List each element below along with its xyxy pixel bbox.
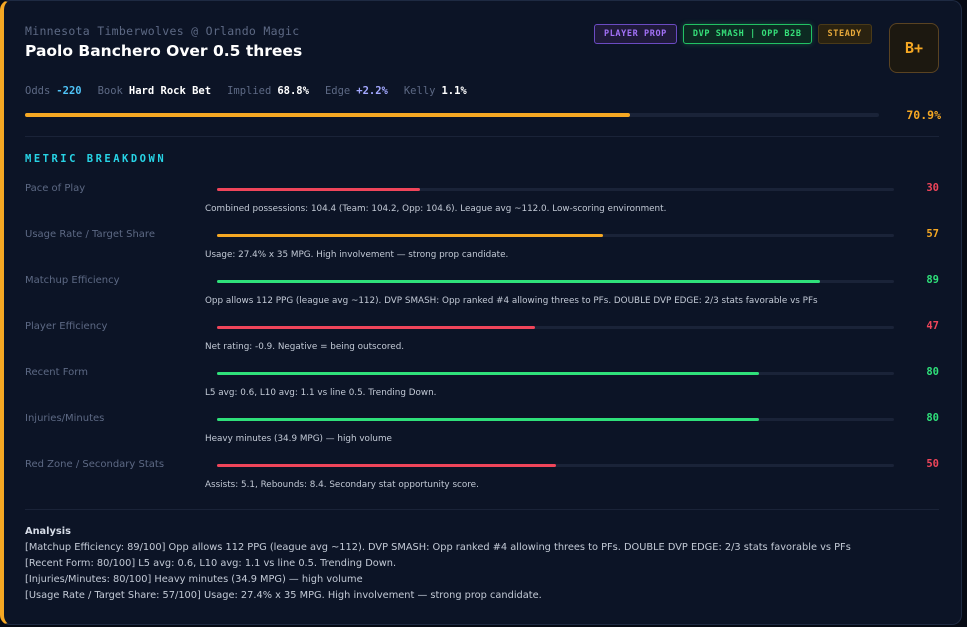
metric-bar-fill bbox=[217, 188, 421, 191]
analysis-section: Analysis [Matchup Efficiency: 89/100] Op… bbox=[25, 524, 851, 604]
metric-score: 47 bbox=[926, 320, 939, 332]
metric-row: Matchup Efficiency 89 Opp allows 112 PPG (… bbox=[4, 274, 961, 321]
metric-score: 80 bbox=[926, 412, 939, 424]
odds-label: Odds bbox=[25, 85, 51, 97]
analysis-line: [Matchup Efficiency: 89/100] Opp allows … bbox=[25, 542, 851, 553]
metric-label: Matchup Efficiency bbox=[25, 275, 120, 286]
dvp-smash-badge: DVP SMASH | OPP B2B bbox=[682, 24, 812, 44]
kelly-value: 1.1% bbox=[441, 85, 467, 97]
metric-description: Assists: 5.1, Rebounds: 8.4. Secondary s… bbox=[205, 480, 479, 490]
edge-value: +2.2% bbox=[356, 85, 388, 97]
metric-bar-fill bbox=[217, 280, 820, 283]
metric-label: Usage Rate / Target Share bbox=[25, 229, 155, 240]
metric-bar-fill bbox=[217, 418, 759, 421]
metric-bar-fill bbox=[217, 234, 603, 237]
metric-description: Usage: 27.4% x 35 MPG. High involvement … bbox=[205, 250, 509, 260]
prop-title: Paolo Banchero Over 0.5 threes bbox=[25, 42, 303, 60]
metric-score: 30 bbox=[926, 182, 939, 194]
metric-bar bbox=[217, 372, 894, 375]
metric-bar bbox=[217, 418, 894, 421]
edge-label: Edge bbox=[324, 85, 351, 97]
metric-row: Injuries/Minutes 80 Heavy minutes (34.9 MP… bbox=[4, 412, 961, 459]
badge-group: PLAYER PROP DVP SMASH | OPP B2B STEADY bbox=[594, 24, 872, 44]
implied-label: Implied bbox=[227, 85, 272, 97]
divider bbox=[25, 509, 939, 510]
metric-label: Player Efficiency bbox=[25, 321, 108, 332]
metric-bar bbox=[217, 326, 894, 329]
metric-description: Combined possessions: 104.4 (Team: 104.2… bbox=[205, 204, 667, 214]
metric-row: Player Efficiency 47 Net rating: -0.9. Neg… bbox=[4, 320, 961, 367]
analysis-title: Analysis bbox=[25, 526, 71, 537]
odds-value: -220 bbox=[56, 85, 82, 97]
metric-bar-fill bbox=[217, 464, 556, 467]
book-value: Hard Rock Bet bbox=[128, 85, 212, 97]
implied-value: 68.8% bbox=[277, 85, 309, 97]
metric-bar bbox=[217, 280, 894, 283]
metric-bar bbox=[217, 188, 894, 191]
metric-score: 80 bbox=[926, 366, 939, 378]
metric-description: Opp allows 112 PPG (league avg ~112). DV… bbox=[205, 296, 818, 306]
metric-row: Usage Rate / Target Share 57 Usage: 27.4% … bbox=[4, 228, 961, 275]
metric-score: 57 bbox=[926, 228, 939, 240]
metric-row: Red Zone / Secondary Stats 50 Assists: 5.1… bbox=[4, 458, 961, 505]
metric-row: Pace of Play 30 Combined possessions: 104.… bbox=[4, 182, 961, 229]
metric-label: Red Zone / Secondary Stats bbox=[25, 459, 165, 470]
metric-description: L5 avg: 0.6, L10 avg: 1.1 vs line 0.5. T… bbox=[205, 388, 437, 398]
metric-label: Recent Form bbox=[25, 367, 88, 378]
metric-label: Pace of Play bbox=[25, 183, 86, 194]
confidence-value: 70.9% bbox=[906, 108, 941, 122]
metric-description: Net rating: -0.9. Negative = being outsc… bbox=[205, 342, 405, 352]
analysis-line: [Recent Form: 80/100] L5 avg: 0.6, L10 a… bbox=[25, 558, 397, 569]
metric-score: 89 bbox=[926, 274, 939, 286]
metric-bar-fill bbox=[217, 326, 536, 329]
metric-description: Heavy minutes (34.9 MPG) — high volume bbox=[205, 434, 392, 444]
metric-bar-fill bbox=[217, 372, 759, 375]
steady-badge: STEADY bbox=[817, 24, 872, 44]
kelly-label: Kelly bbox=[403, 85, 436, 97]
matchup-label: Minnesota Timberwolves @ Orlando Magic bbox=[25, 24, 300, 38]
metric-label: Injuries/Minutes bbox=[25, 413, 105, 424]
player-prop-badge: PLAYER PROP bbox=[594, 24, 677, 44]
metric-bar bbox=[217, 234, 894, 237]
metric-breakdown-title: METRIC BREAKDOWN bbox=[25, 153, 167, 165]
divider bbox=[25, 136, 939, 137]
metric-bar bbox=[217, 464, 894, 467]
book-label: Book bbox=[97, 85, 123, 97]
confidence-bar bbox=[25, 113, 879, 117]
metric-row: Recent Form 80 L5 avg: 0.6, L10 avg: 1.1 v… bbox=[4, 366, 961, 413]
grade-badge: B+ bbox=[889, 23, 939, 73]
odds-stats-row: Odds -220 Book Hard Rock Bet Implied 68.… bbox=[25, 85, 483, 97]
analysis-line: [Injuries/Minutes: 80/100] Heavy minutes… bbox=[25, 574, 363, 585]
analysis-line: [Usage Rate / Target Share: 57/100] Usag… bbox=[25, 590, 542, 601]
confidence-bar-fill bbox=[25, 113, 631, 117]
metric-score: 50 bbox=[926, 458, 939, 470]
